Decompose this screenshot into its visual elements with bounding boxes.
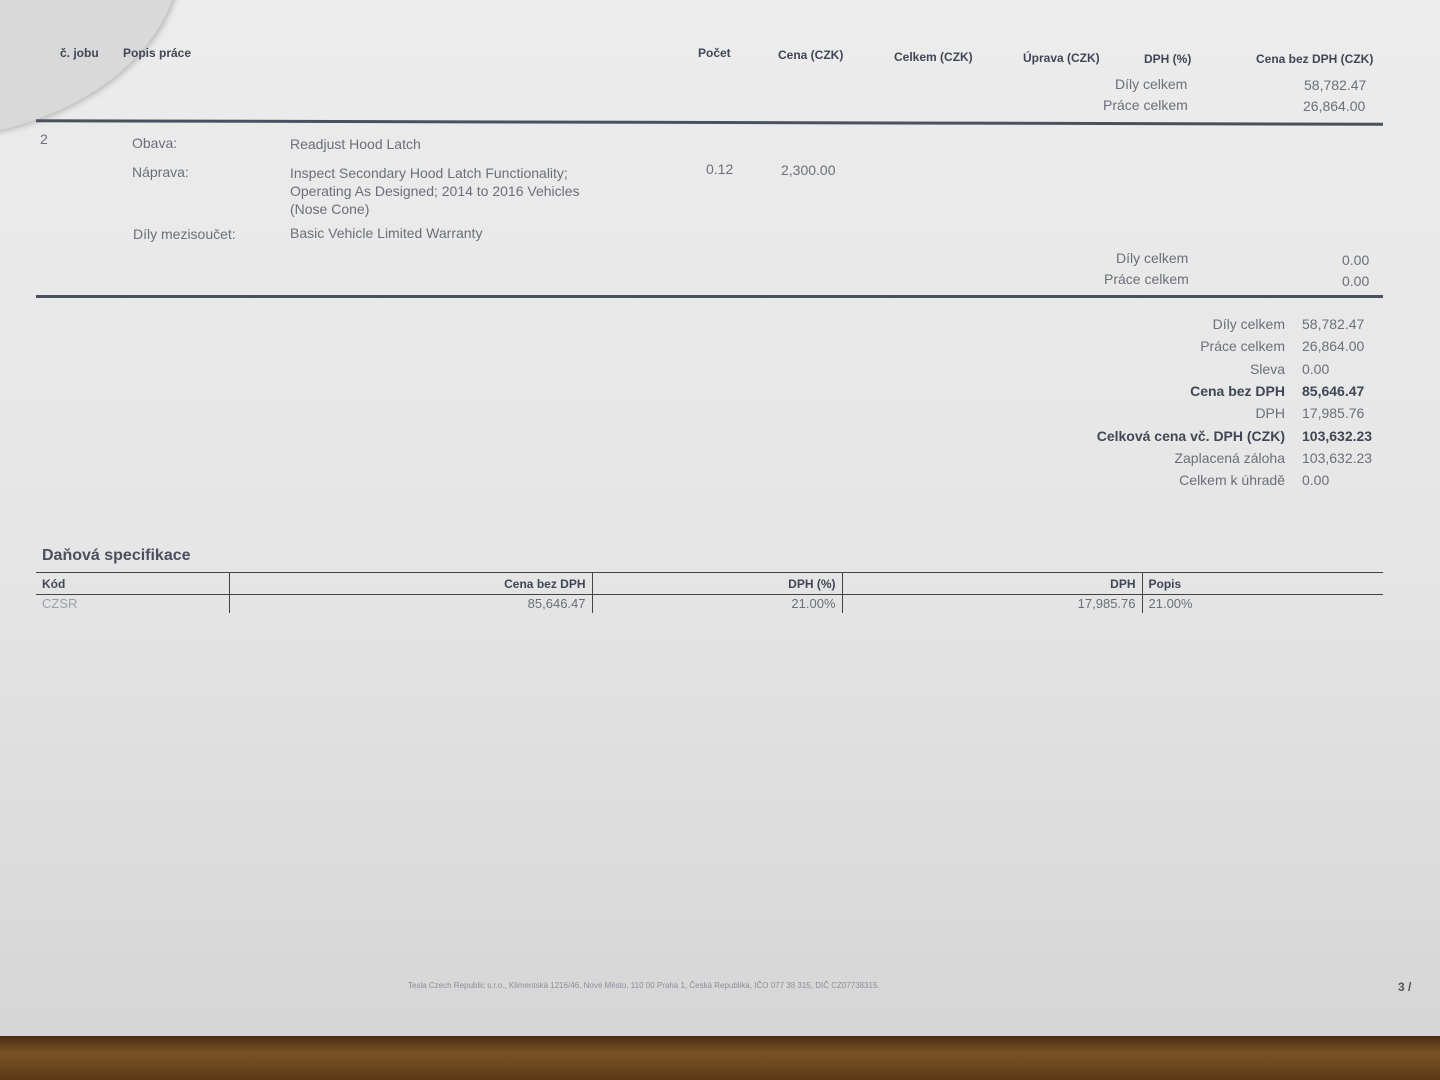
summary-label: Díly celkem — [1212, 316, 1285, 332]
concern-label: Obava: — [132, 135, 178, 151]
col-job: č. jobu — [60, 46, 99, 60]
summary-value: 17,985.76 — [1302, 405, 1365, 422]
job-labor-value: 0.00 — [1342, 273, 1370, 289]
summary-value: 85,646.47 — [1302, 382, 1365, 399]
job-parts-label: Díly celkem — [1116, 250, 1189, 266]
page-number: 3 / — [1398, 980, 1412, 994]
summary-value: 103,632.23 — [1302, 449, 1373, 466]
correction: Inspect Secondary Hood Latch Functionali… — [290, 165, 580, 217]
summary-label: Zaplacená záloha — [1174, 449, 1285, 466]
prev-labor-label: Práce celkem — [1103, 97, 1188, 113]
th-code: Kód — [36, 572, 229, 595]
th-desc: Popis — [1141, 572, 1383, 595]
summary-value: 58,782.47 — [1302, 316, 1365, 332]
net: 85,646.47 — [228, 594, 592, 613]
vat: 17,985.76 — [841, 594, 1142, 613]
table-row: CZSR 85,646.47 21.00% 17,985.76 21.00% — [36, 594, 1383, 613]
job-labor-label: Práce celkem — [1104, 271, 1189, 287]
desc: 21.00% — [1141, 594, 1383, 613]
prev-parts-value: 58,782.47 — [1304, 77, 1367, 93]
summary-value: 26,864.00 — [1302, 338, 1365, 355]
summary-label: DPH — [1255, 405, 1285, 422]
col-description: Popis práce — [123, 46, 192, 60]
summary-label: Celkem k úhradě — [1179, 472, 1285, 489]
page-curl — [0, 0, 201, 136]
summary-label: Cena bez DPH — [1190, 382, 1285, 399]
qty: 0.12 — [706, 161, 734, 177]
col-adjust: Úprava (CZK) — [1023, 51, 1100, 65]
divider — [36, 295, 1383, 298]
col-total: Celkem (CZK) — [894, 50, 973, 64]
prev-parts-label: Díly celkem — [1115, 76, 1188, 92]
tax-table: Kód Cena bez DPH DPH (%) DPH Popis CZSR … — [36, 572, 1383, 613]
col-price: Cena (CZK) — [778, 48, 844, 62]
prev-labor-value: 26,864.00 — [1303, 98, 1366, 114]
code: CZSR — [42, 596, 78, 612]
concern: Readjust Hood Latch — [290, 136, 421, 152]
summary-label: Práce celkem — [1200, 338, 1285, 355]
col-vat: DPH (%) — [1144, 52, 1192, 66]
correction-label: Náprava: — [132, 164, 189, 180]
parts: Basic Vehicle Limited Warranty — [290, 225, 483, 241]
tax-header-row: Kód Cena bez DPH DPH (%) DPH Popis — [36, 572, 1383, 595]
job-parts-value: 0.00 — [1342, 252, 1370, 268]
summary-value: 103,632.23 — [1302, 427, 1373, 444]
summary-value: 0.00 — [1302, 360, 1330, 377]
tax-title: Daňová specifikace — [42, 547, 191, 564]
th-vat: DPH — [841, 572, 1142, 595]
divider — [35, 119, 1384, 126]
col-qty: Počet — [698, 46, 731, 60]
col-net: Cena bez DPH (CZK) — [1256, 52, 1374, 66]
job-number: 2 — [40, 131, 48, 147]
summary-label: Celková cena vč. DPH (CZK) — [1096, 427, 1285, 444]
th-net: Cena bez DPH — [228, 572, 592, 595]
th-rate: DPH (%) — [591, 572, 842, 595]
summary-label: Sleva — [1249, 360, 1285, 377]
rate: 21.00% — [591, 594, 842, 613]
wood-surface — [0, 1036, 1440, 1080]
footer-company: Tesla Czech Republic s.r.o., Klimentská … — [408, 981, 880, 990]
price: 2,300.00 — [781, 162, 836, 178]
summary-value: 0.00 — [1302, 472, 1330, 489]
parts-label: Díly mezisoučet: — [133, 226, 236, 242]
